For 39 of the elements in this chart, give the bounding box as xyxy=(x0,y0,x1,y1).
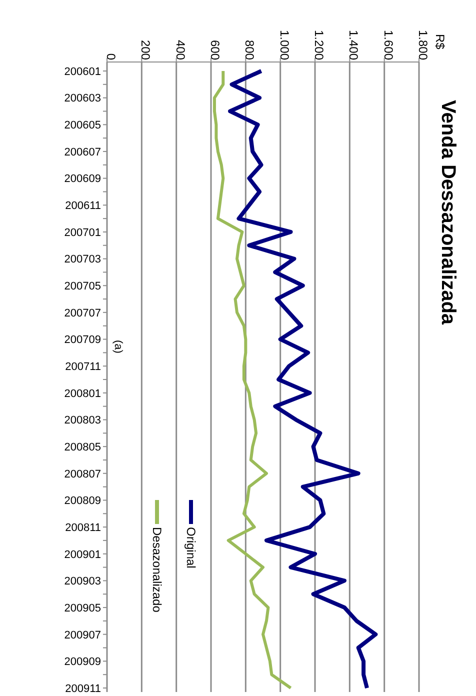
y-tick-label: 200801 xyxy=(64,388,101,400)
legend-label: Desazonalizado xyxy=(150,527,164,612)
annotation: (a) xyxy=(112,340,124,354)
y-tick-label: 200805 xyxy=(64,441,101,454)
y-tick-label: 200907 xyxy=(64,629,101,642)
y-tick-label: 200609 xyxy=(64,173,101,186)
x-tick-label: 1.600 xyxy=(381,30,396,60)
legend-label: Original xyxy=(184,527,198,568)
y-tick-label: 200611 xyxy=(65,200,101,212)
y-tick-label: 200803 xyxy=(64,414,101,427)
y-tick-label: 200711 xyxy=(65,360,101,373)
x-tick-label: 1.400 xyxy=(346,30,361,60)
y-tick-label: 200701 xyxy=(64,226,101,239)
y-tick-label: 200709 xyxy=(64,334,101,346)
y-tick-label: 200703 xyxy=(64,254,101,266)
x-tick-label: 800 xyxy=(242,40,257,60)
x-tick-label: 0 xyxy=(104,53,118,60)
y-tick-label: 200603 xyxy=(64,92,101,105)
x-tick-label: 600 xyxy=(208,40,222,60)
y-tick-label: 200605 xyxy=(64,120,101,132)
y-tick-label: 200809 xyxy=(64,495,101,508)
x-tick-label: 1.200 xyxy=(312,30,326,60)
x-tick-label: 400 xyxy=(173,40,188,60)
x-tick-label: 200 xyxy=(138,40,153,60)
x-tick-label: 1.800 xyxy=(416,30,430,60)
x-tick-label: 1.000 xyxy=(277,30,292,60)
y-tick-label: 200901 xyxy=(64,548,101,561)
y-tick-label: 200807 xyxy=(64,468,101,480)
y-tick-label: 200811 xyxy=(65,522,101,534)
y-tick-label: 200601 xyxy=(64,66,101,78)
y-tick-label: 200707 xyxy=(64,307,101,320)
y-tick-label: 200911 xyxy=(65,682,101,695)
y-tick-label: 200903 xyxy=(64,576,101,588)
y-tick-label: 200705 xyxy=(64,280,101,293)
text: R$ xyxy=(433,34,447,50)
y-tick-label: 200607 xyxy=(64,146,101,158)
y-tick-label: 200905 xyxy=(64,602,101,614)
text: Venda Dessazonalizada xyxy=(437,100,459,325)
y-tick-label: 200909 xyxy=(64,656,101,668)
